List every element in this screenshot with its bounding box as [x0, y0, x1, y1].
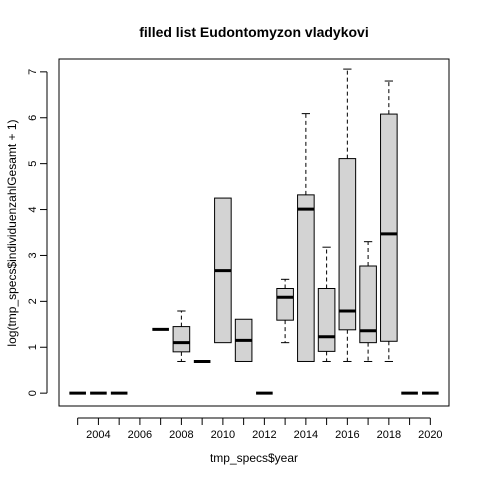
box-body-2017 — [359, 265, 377, 344]
x-axis: 2004 2006 2008 2010 2012 2014 2016 2018 2020 — [77, 417, 443, 441]
y-axis: 0 1 2 3 4 5 6 7 — [27, 69, 48, 396]
plot-frame — [58, 58, 450, 407]
box-2016 — [338, 68, 357, 362]
box-body-2008 — [172, 326, 191, 353]
y-tick-label-4: 4 — [27, 206, 39, 212]
box-body-2013 — [276, 287, 294, 321]
y-tick-label-6: 6 — [27, 115, 39, 121]
box-2013 — [276, 278, 294, 344]
box-2010 — [214, 197, 232, 344]
box-2015 — [317, 246, 336, 362]
x-tick-label-2018: 2018 — [377, 429, 401, 441]
x-tick-label-2012: 2012 — [252, 429, 276, 441]
box-body-2015 — [317, 287, 336, 352]
box-2018 — [380, 80, 398, 362]
y-tick-label-1: 1 — [27, 344, 39, 350]
chart-marks — [69, 68, 439, 395]
box-2014 — [297, 113, 315, 362]
x-tick-label-2010: 2010 — [211, 429, 235, 441]
x-axis-label: tmp_specs$year — [210, 451, 298, 465]
y-tick-label-5: 5 — [27, 161, 39, 167]
chart-title: filled list Eudontomyzon vladykovi — [139, 24, 368, 40]
x-tick-label-2006: 2006 — [128, 429, 152, 441]
box-2011 — [234, 318, 253, 362]
box-body-2016 — [338, 158, 357, 331]
x-tick-label-2020: 2020 — [418, 429, 442, 441]
x-tick-label-2014: 2014 — [294, 429, 318, 441]
y-axis-label: log(tmp_specs$individuenzahlGesamt + 1) — [5, 119, 19, 346]
x-tick-label-2008: 2008 — [169, 429, 193, 441]
box-2008 — [172, 310, 191, 362]
x-tick-label-2004: 2004 — [86, 429, 110, 441]
y-tick-label-7: 7 — [27, 69, 39, 75]
box-body-2018 — [380, 113, 398, 342]
box-body-2014 — [297, 194, 315, 362]
y-tick-label-2: 2 — [27, 298, 39, 304]
y-tick-label-3: 3 — [27, 252, 39, 258]
x-tick-label-2016: 2016 — [335, 429, 359, 441]
box-2017 — [359, 241, 377, 362]
y-tick-label-0: 0 — [27, 390, 39, 396]
